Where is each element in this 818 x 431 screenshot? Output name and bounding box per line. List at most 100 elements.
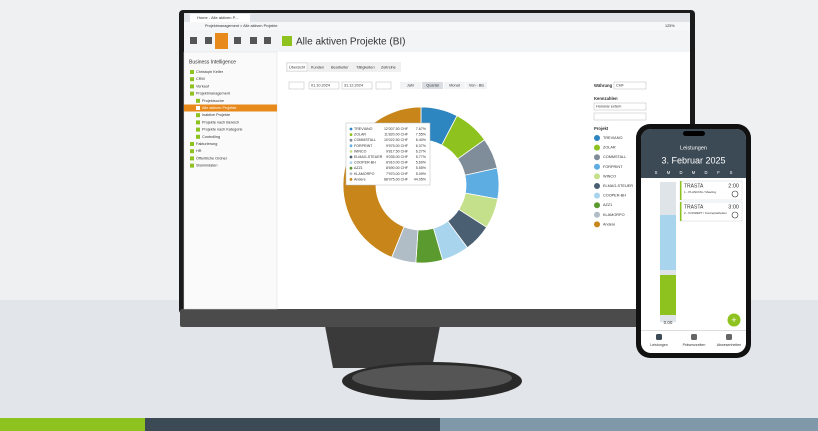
tooltip-amount: 9'975.00 CHF xyxy=(386,144,409,148)
nav-icon[interactable] xyxy=(656,334,662,340)
kpi-label: Kennzahlen xyxy=(594,96,618,101)
tooltip-percent: 5.77% xyxy=(416,155,427,159)
tooltip-amount: 7'970.00 CHF xyxy=(386,172,409,176)
currency-select[interactable] xyxy=(613,81,647,90)
sidebar-item[interactable]: Projekte nach Kategorie xyxy=(202,128,243,132)
tabs: Übersicht Kunden Bearbeiter Tätigkeiten Zeit… xyxy=(286,62,396,72)
stripe-green xyxy=(0,418,145,431)
currency-label: Währung xyxy=(594,83,613,88)
legend-label: ELMAG-STEUER xyxy=(603,184,633,188)
nav-icon[interactable] xyxy=(726,334,732,340)
sidebar-item[interactable]: HR xyxy=(196,149,202,153)
nav-icon[interactable] xyxy=(691,334,697,340)
next-button[interactable] xyxy=(375,81,392,90)
zoom: 125% xyxy=(665,24,675,28)
legend-label: WINCO xyxy=(603,174,616,178)
tooltip-percent: 6.37% xyxy=(416,144,427,148)
star-icon[interactable] xyxy=(234,37,241,44)
search-icon[interactable] xyxy=(264,37,271,44)
address[interactable]: Projektmanagement > Alle aktiven Projekt… xyxy=(205,24,278,28)
history-icon[interactable] xyxy=(250,37,257,44)
kpi-select[interactable] xyxy=(593,102,647,111)
tab[interactable]: Zeitreihe xyxy=(381,65,396,69)
sidebar-item[interactable]: Fakturierung xyxy=(196,142,217,146)
tooltip-swatch xyxy=(349,133,353,137)
prev-button[interactable] xyxy=(288,81,305,90)
sidebar-item[interactable]: Projekte nach Bereich xyxy=(202,120,239,124)
sidebar-list: Christoph Keller CRM Verkauf Projektmanagem… xyxy=(184,70,277,168)
title-icon xyxy=(282,36,292,46)
sidebar-item[interactable]: Inaktive Projekte xyxy=(202,113,230,117)
legend-swatch xyxy=(594,144,600,151)
sidebar-item[interactable]: CRM xyxy=(196,77,205,81)
day: M xyxy=(667,170,671,175)
kpi: Honorar extern xyxy=(596,105,621,109)
period-label: Von - Bis xyxy=(469,84,484,88)
legend-swatch xyxy=(594,211,600,218)
period-buttons: Jahr Quartal Monat Von - Bis xyxy=(400,82,487,89)
kpi-select-2[interactable] xyxy=(593,112,647,121)
period-label: Quartal xyxy=(426,84,439,88)
tab[interactable]: Übersicht xyxy=(289,65,306,69)
sidebar xyxy=(183,51,278,310)
period-button[interactable] xyxy=(400,82,421,89)
project-label: Projekt xyxy=(594,126,609,131)
tooltip-name: COOPER-BH xyxy=(354,161,376,165)
add-button[interactable] xyxy=(727,313,741,327)
day: S xyxy=(655,170,658,175)
legend-swatch xyxy=(594,221,600,228)
entry-accent xyxy=(680,181,682,200)
monitor-base-top xyxy=(352,365,512,391)
legend-label: Andere xyxy=(603,222,615,226)
monitor-chin xyxy=(180,309,694,327)
sidebar-item[interactable]: Controlling xyxy=(202,135,220,139)
app-title: Alle aktiven Projekte (BI) xyxy=(296,37,406,48)
tab[interactable]: Tätigkeiten xyxy=(356,65,375,69)
day: F xyxy=(717,170,720,175)
tab[interactable]: Bearbeiter xyxy=(331,65,349,69)
tooltip-swatch xyxy=(349,127,353,131)
period-button[interactable] xyxy=(422,82,443,89)
from-field[interactable] xyxy=(308,81,340,90)
phone-total: 0.00 xyxy=(664,320,673,325)
sidebar-heading: Business Intelligence xyxy=(189,59,236,65)
tooltip-swatch xyxy=(349,150,353,153)
bottom-nav: Leistungen Präsenzzeiten Abwesenheiten xyxy=(650,334,741,347)
stripe-dark xyxy=(145,418,440,431)
legend-swatch xyxy=(594,202,600,209)
to-field[interactable] xyxy=(341,81,373,90)
calendar-icon[interactable] xyxy=(205,37,212,44)
active-nav-icon[interactable] xyxy=(215,33,228,49)
sidebar-item[interactable]: Stammdaten xyxy=(196,164,218,168)
sidebar-item[interactable]: Projektsuche xyxy=(202,99,224,103)
entry-time: 2:00 xyxy=(728,183,739,189)
nav-divider xyxy=(641,330,746,331)
entry-play[interactable] xyxy=(731,190,739,198)
sidebar-item[interactable]: Christoph Keller xyxy=(196,70,224,74)
period-button[interactable] xyxy=(444,82,465,89)
tab[interactable]: Kunden xyxy=(311,65,324,69)
sidebar-item[interactable]: Verkauf xyxy=(196,84,210,88)
item-icon xyxy=(190,149,194,154)
sidebar-item[interactable]: Alle aktiven Projekte xyxy=(202,106,236,110)
home-icon[interactable] xyxy=(190,37,197,44)
legend-swatch xyxy=(594,183,600,189)
browser-tab[interactable] xyxy=(190,14,250,22)
entry-play[interactable] xyxy=(731,211,739,219)
day: D xyxy=(704,170,707,175)
tab-strip xyxy=(286,62,401,72)
tooltip-percent: 44.05% xyxy=(414,177,427,181)
entry-client: TRASTA xyxy=(684,204,704,210)
tooltip-name: AZZ1 xyxy=(354,166,363,170)
period-button[interactable] xyxy=(466,82,487,89)
legend-label: COMMSTALL xyxy=(603,155,626,159)
sidebar-item[interactable]: Öffentliche Ordner xyxy=(196,156,228,160)
tooltip-amount: 8'910.00 CHF xyxy=(386,161,409,165)
tab-title: Home - Alle aktiven P... xyxy=(197,15,238,20)
tooltip-swatch xyxy=(349,178,353,181)
sidebar-item[interactable]: Projektmanagement xyxy=(196,92,231,96)
tooltip-amount: 9'035.00 CHF xyxy=(386,155,409,159)
tooltip-percent: 5.55% xyxy=(416,166,427,170)
